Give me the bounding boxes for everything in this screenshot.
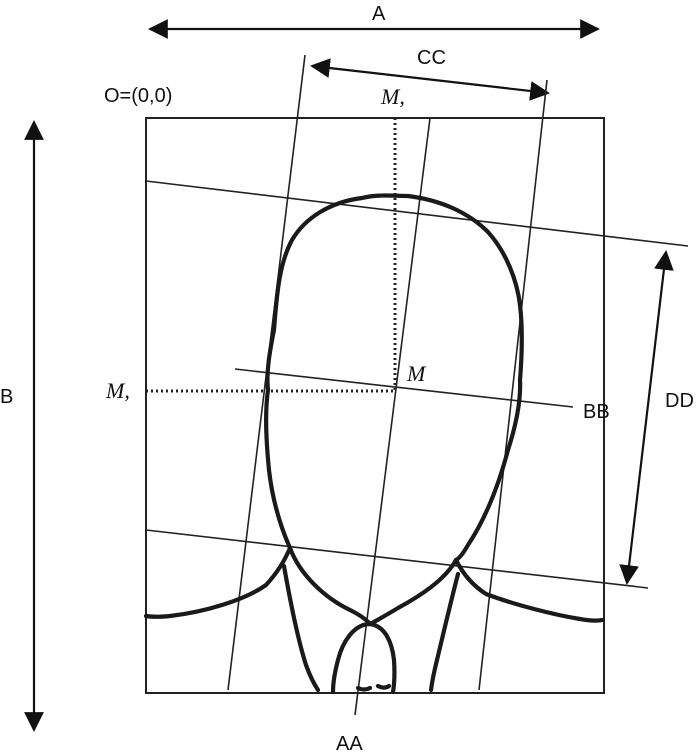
horizontal-guide-top [145, 180, 689, 247]
vertical-guide-right [478, 79, 548, 691]
label-m-top: M, [380, 84, 405, 109]
collar-left-outline [287, 545, 373, 627]
dimension-arrow-dd [619, 250, 674, 585]
shirt-right-seam [428, 571, 461, 693]
tie-bottom-detail [355, 683, 392, 692]
image-frame [145, 117, 605, 694]
dimension-arrow-cc [310, 58, 550, 101]
label-cc: CC [417, 47, 446, 69]
shirt-left-seam [281, 563, 321, 693]
neck-left-outline [143, 545, 293, 619]
tie-knot-outline [330, 621, 397, 695]
neck-right-outline [453, 557, 605, 623]
axis-line-aa [354, 117, 431, 716]
axis-line-bb [234, 368, 574, 408]
label-bb: BB [583, 401, 610, 423]
label-aa: AA [336, 733, 363, 753]
head-outline [264, 193, 524, 563]
label-origin: O=(0,0) [104, 85, 172, 107]
label-dd: DD [665, 390, 694, 412]
collar-right-outline [367, 557, 459, 627]
horizontal-guide-bottom [145, 529, 649, 589]
label-a: A [372, 3, 386, 25]
label-m: M [406, 361, 427, 386]
label-b: B [0, 386, 13, 408]
label-m-left: M, [105, 378, 130, 403]
